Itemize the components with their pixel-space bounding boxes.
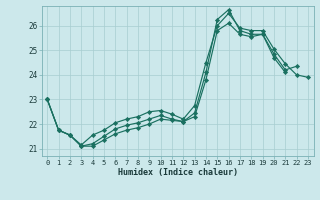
X-axis label: Humidex (Indice chaleur): Humidex (Indice chaleur) xyxy=(118,168,237,177)
